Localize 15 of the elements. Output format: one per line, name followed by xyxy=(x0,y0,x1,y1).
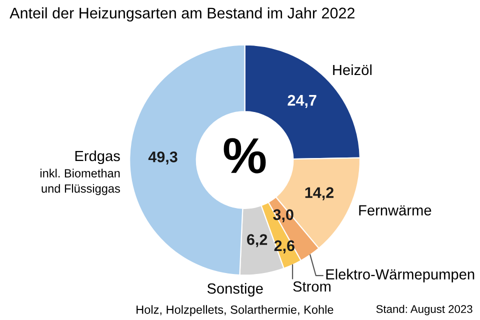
slice-label: Fernwärme xyxy=(359,205,432,216)
text: % xyxy=(224,138,266,174)
chart-title: Anteil der Heizungsarten am Bestand im Jahr 2022 xyxy=(10,7,354,22)
text: Holz, Holzpellets, Solarthermie, Kohle xyxy=(136,305,334,316)
data-label: 14,2 xyxy=(305,187,334,200)
slice-label: Elektro-Wärmepumpen xyxy=(326,268,474,282)
text: inkl. Biomethan und Flüssiggas xyxy=(40,168,120,196)
slice-label: Strom xyxy=(293,281,330,292)
slice-label: Heizöl xyxy=(333,64,372,76)
slice-label: Erdgas xyxy=(75,150,120,164)
text: Stand: August 2023 xyxy=(376,304,472,316)
slice-label: Sonstige xyxy=(207,283,263,297)
data-label: 49,3 xyxy=(148,151,178,165)
data-label: 24,7 xyxy=(288,94,316,108)
data-label: 6,2 xyxy=(247,234,268,248)
